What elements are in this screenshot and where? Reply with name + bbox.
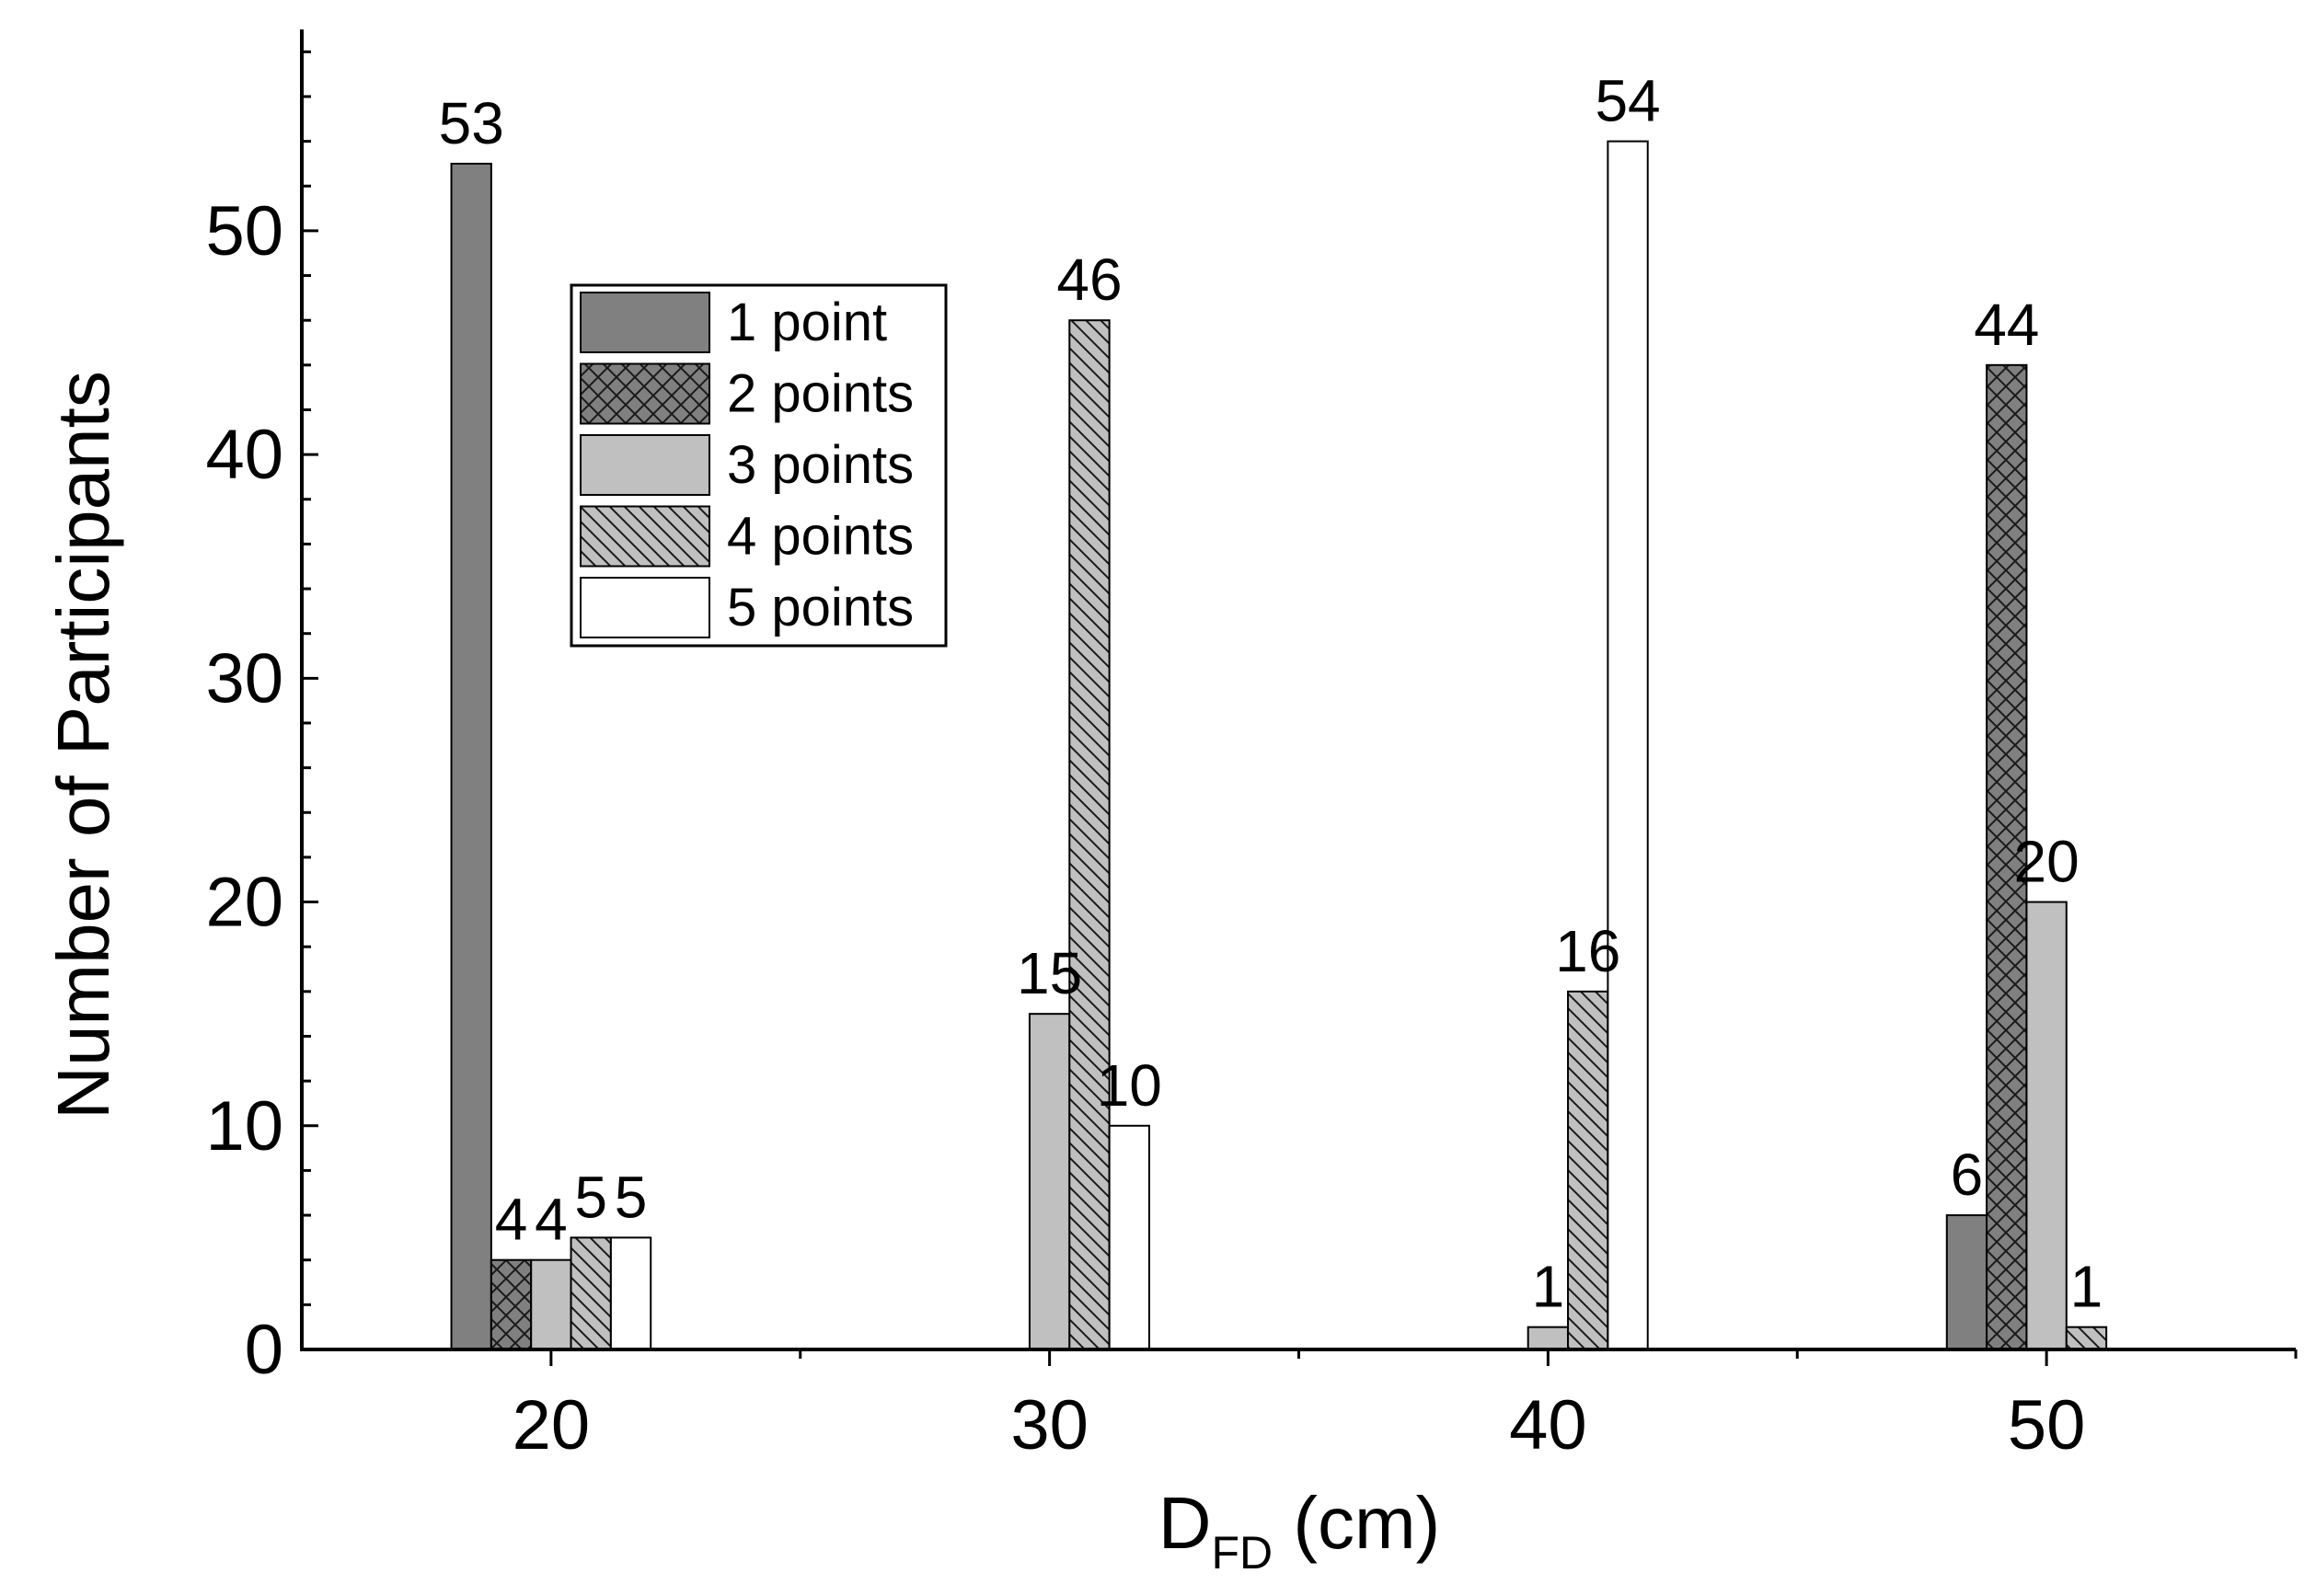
bar-3-points-50 [2025,901,2068,1350]
x-tick-label: 20 [513,1386,591,1464]
legend-swatch-3-points [580,434,710,496]
bar-2-points-50 [1986,363,2028,1350]
legend-swatch-5-points [580,577,710,638]
data-label-5-points-30: 10 [1097,1052,1162,1119]
bar-3-points-30 [1028,1013,1071,1350]
bars-layer [450,140,2108,1351]
x-axis-title: DFD (cm) [1158,1482,1441,1579]
legend-label-3-points: 3 points [727,435,914,495]
x-axis-title-subscript: FD [1211,1527,1273,1579]
legend-label-2-points: 2 points [727,364,914,424]
data-label-1-point-20: 53 [439,90,504,156]
bar-4-points-40 [1567,990,1609,1350]
y-tick-label: 20 [205,864,283,942]
bar-4-points-20 [570,1236,612,1350]
bar-3-points-20 [530,1258,572,1351]
data-label-5-points-40: 54 [1595,68,1660,134]
data-label-1-point-50: 6 [1951,1142,1984,1208]
x-tick-label: 50 [2008,1386,2086,1464]
y-axis-title: Number of Participants [42,371,124,1119]
data-label-4-points-50: 1 [2070,1254,2103,1320]
legend: 1 point 2 points 3 points 4 points 5 points [570,283,948,648]
y-tick-label: 40 [205,416,283,494]
legend-label-5-points: 5 points [727,578,914,637]
y-ticks: 0 10 20 30 40 50 [205,50,318,1389]
data-label-4-points-40: 16 [1555,918,1620,984]
x-ticks: 20 30 40 50 [513,1349,2298,1464]
legend-swatch-2-points [580,362,710,425]
x-tick-label: 40 [1509,1386,1587,1464]
bar-5-points-20 [609,1236,652,1350]
bar-4-points-30 [1068,319,1111,1351]
data-label-2-points-20: 4 [495,1187,528,1253]
bar-4-points-50 [2065,1326,2108,1351]
bar-3-points-40 [1527,1326,1570,1351]
y-tick-label: 30 [205,639,283,718]
data-label-3-points-50: 20 [2014,829,2080,895]
data-label-3-points-30: 15 [1017,940,1082,1006]
data-label-2-points-50: 44 [1974,292,2039,358]
bar-5-points-30 [1108,1124,1150,1350]
data-label-3-points-20: 4 [535,1187,568,1253]
bar-1-point-20 [450,162,492,1350]
x-axis-title-main: D [1158,1482,1212,1564]
y-tick-label: 10 [205,1087,283,1165]
y-tick-label: 0 [245,1311,283,1389]
data-label-4-points-30: 46 [1056,247,1122,313]
bar-1-point-50 [1945,1214,1988,1350]
data-label-5-points-20: 5 [615,1164,648,1230]
legend-swatch-4-points [580,505,710,568]
bar-5-points-40 [1607,140,1649,1350]
x-tick-label: 30 [1010,1386,1089,1464]
y-tick-label: 50 [205,192,283,270]
legend-swatch-1-point [580,292,710,353]
x-axis-title-rest: (cm) [1273,1482,1440,1564]
legend-label-1-point: 1 point [727,293,887,352]
bar-2-points-20 [490,1258,533,1351]
legend-label-4-points: 4 points [727,507,914,567]
data-label-4-points-20: 5 [574,1164,607,1230]
data-label-3-points-40: 1 [1532,1254,1565,1320]
